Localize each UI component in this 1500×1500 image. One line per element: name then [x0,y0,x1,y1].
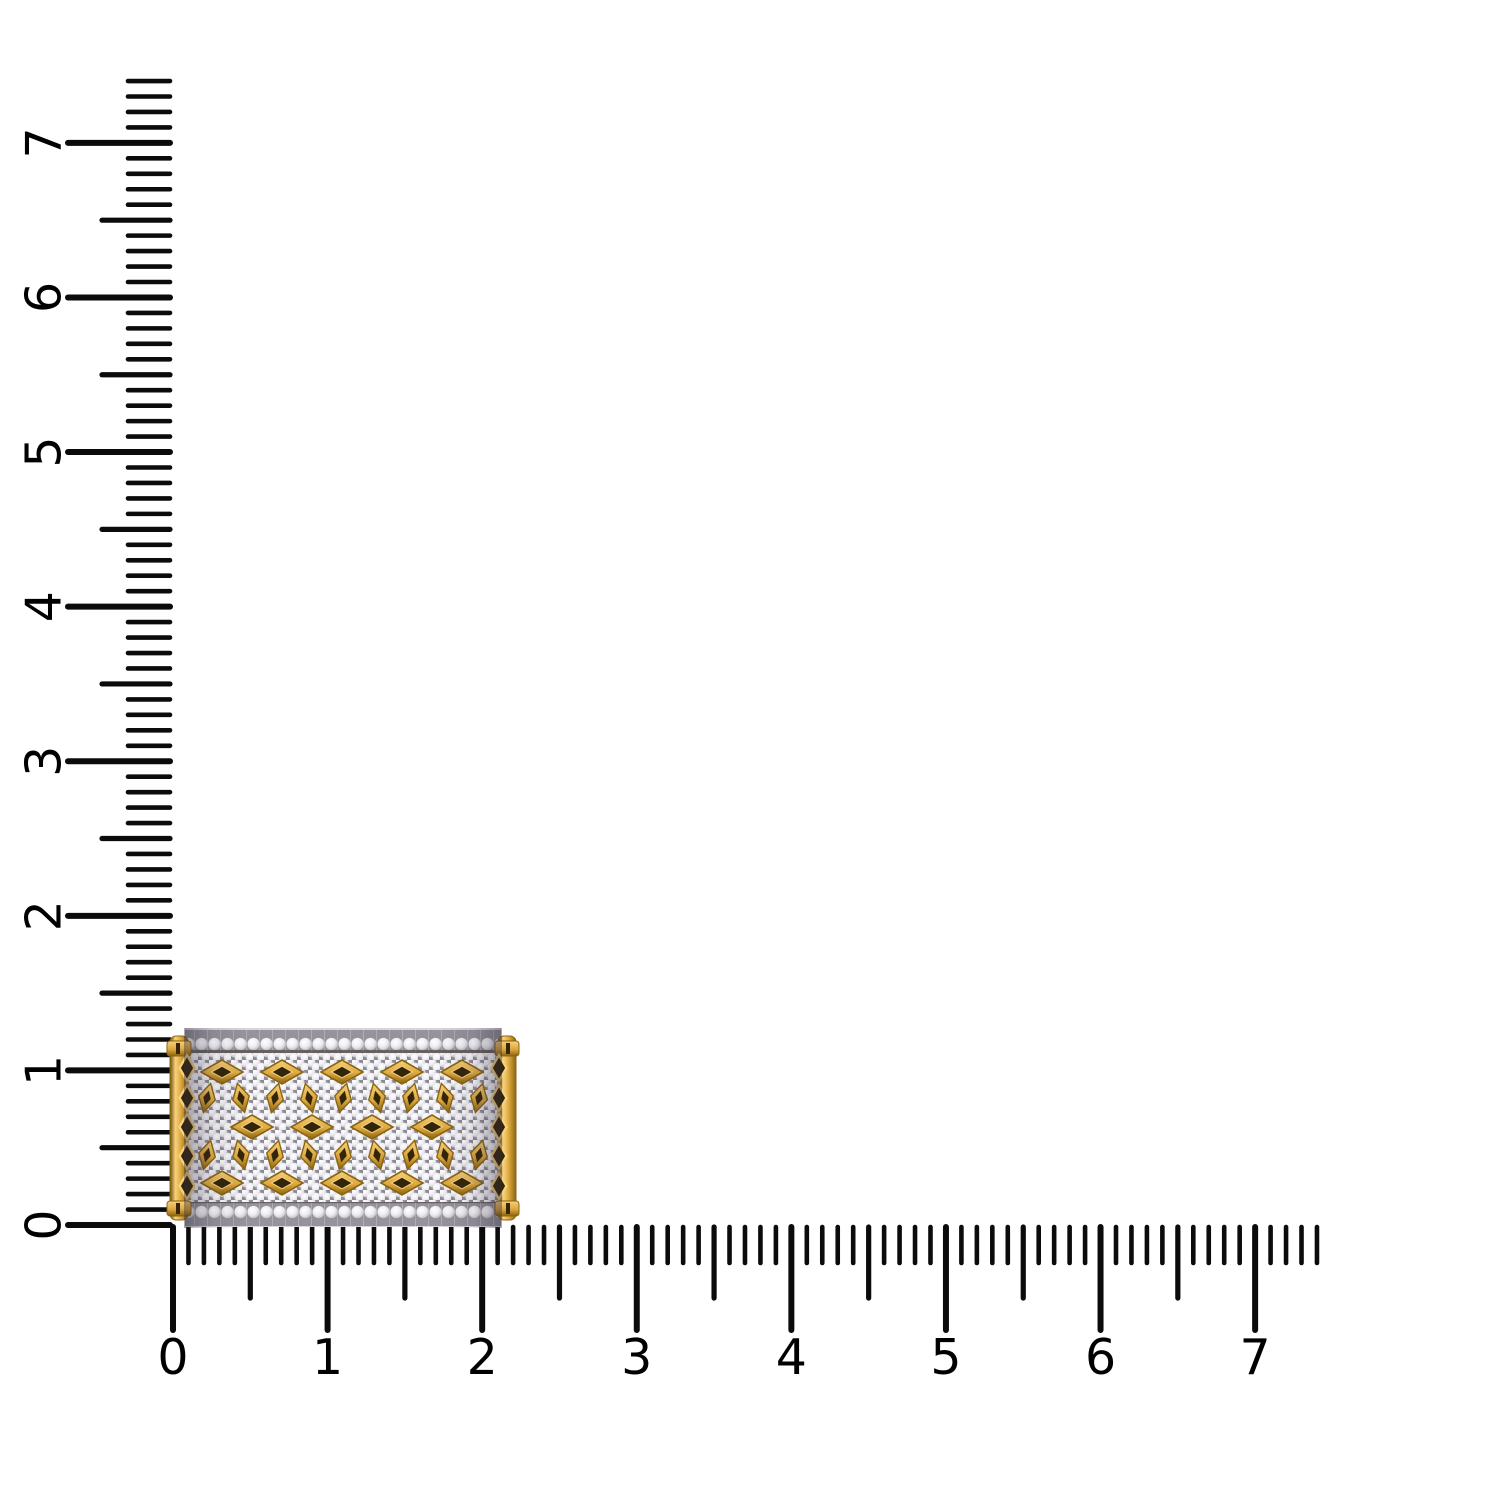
vertical-ruler-label-7: 7 [16,127,73,158]
vertical-ruler-label-1: 1 [16,1055,73,1086]
vertical-ruler-label-6: 6 [16,282,73,313]
vertical-ruler-label-5: 5 [16,436,73,467]
ring-product [166,1028,520,1228]
horizontal-ruler-label-4: 4 [776,1329,807,1386]
ring-right-bottom-flare-slot [506,1203,510,1214]
horizontal-ruler: 0 1 2 3 4 5 6 7 [157,1224,1320,1386]
ring-right-top-flare-slot [506,1043,510,1054]
horizontal-ruler-label-3: 3 [621,1329,652,1386]
vertical-ruler-label-0: 0 [16,1209,73,1240]
horizontal-ruler-label-1: 1 [312,1329,343,1386]
horizontal-ruler-label-2: 2 [467,1329,498,1386]
horizontal-ruler-label-6: 6 [1085,1329,1116,1386]
horizontal-ruler-label-0: 0 [157,1329,188,1386]
horizontal-ruler-label-5: 5 [930,1329,961,1386]
ring-left-top-flare-slot [176,1043,180,1054]
vertical-ruler: 0 1 2 3 4 5 6 7 [16,78,173,1241]
vertical-ruler-label-3: 3 [16,746,73,777]
horizontal-ruler-label-7: 7 [1240,1329,1271,1386]
vertical-ruler-label-2: 2 [16,900,73,931]
ring-left-bottom-flare-slot [176,1203,180,1214]
ring-shading-overlay [184,1028,502,1228]
vertical-ruler-label-4: 4 [16,591,73,622]
